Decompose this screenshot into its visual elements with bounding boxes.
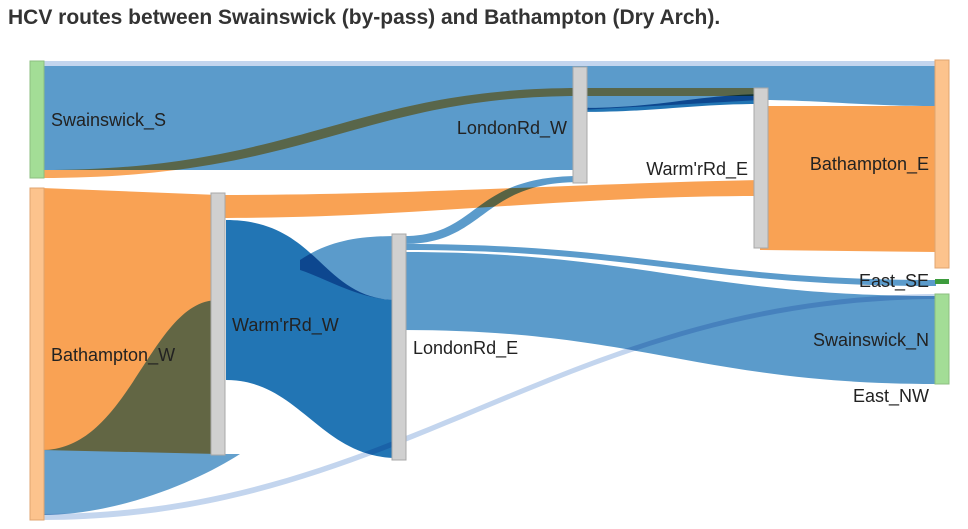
link-bathampton-w-to-east-nw[interactable] [42,294,936,520]
link-londonrd-w-to-warmrd-e[interactable] [580,94,760,112]
node-warmrd-e[interactable] [753,87,769,249]
label-swainswick-n: Swainswick_N [813,330,929,351]
link-warmrd-w-to-londonrd-e-upper[interactable] [300,236,398,300]
link-londonrd-e-to-londonrd-w[interactable] [404,176,580,244]
link-swainswick-s-to-east-nw-top[interactable] [42,61,936,66]
link-warmrd-e-to-bathampton-e[interactable] [760,106,936,252]
link-bathampton-w-to-londonrd-e[interactable] [42,300,240,515]
label-bathampton-e: Bathampton_E [810,154,929,175]
label-east-se: East_SE [859,271,929,292]
chart-title: HCV routes between Swainswick (by-pass) … [8,6,721,29]
link-bathampton-w-to-warmrd-e[interactable] [218,180,760,218]
node-bathampton-w[interactable] [29,187,45,521]
link-warmrd-w-to-londonrd-e[interactable] [226,220,398,458]
label-warmrd-e: Warm'rRd_E [646,159,748,180]
link-londonrd-e-to-east-se[interactable] [404,244,936,286]
label-swainswick-s: Swainswick_S [51,110,166,131]
label-londonrd-w: LondonRd_W [457,118,567,139]
node-londonrd-w[interactable] [572,66,588,184]
node-londonrd-e[interactable] [391,233,407,461]
node-swainswick-n[interactable] [934,293,950,385]
nodes [29,59,950,521]
label-bathampton-w: Bathampton_W [51,345,175,366]
label-east-nw: East_NW [853,386,929,407]
node-east-se[interactable] [935,279,949,284]
link-swainswick-s-to-londonrd-w[interactable] [42,66,580,170]
link-londonrd-e-to-swainswick-n[interactable] [404,252,936,384]
link-swainswick-s-to-warmrd-e[interactable] [42,88,760,178]
node-warmrd-w[interactable] [210,192,226,456]
node-swainswick-s[interactable] [29,60,45,179]
node-bathampton-e[interactable] [934,59,950,269]
label-warmrd-w: Warm'rRd_W [232,315,339,336]
label-londonrd-e: LondonRd_E [413,338,518,359]
node-labels: Swainswick_S Bathampton_W Warm'rRd_W Lon… [51,110,929,407]
